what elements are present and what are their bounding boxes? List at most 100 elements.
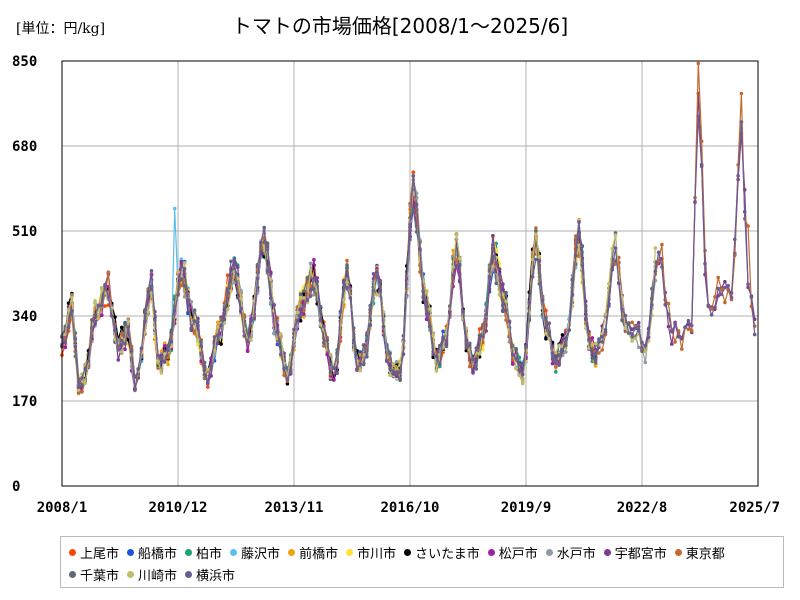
- data-point: [162, 360, 167, 364]
- data-point: [269, 296, 273, 301]
- legend-label: 東京都: [685, 547, 725, 562]
- legend-marker-icon: [288, 549, 296, 556]
- data-point: [434, 354, 439, 359]
- data-point: [670, 329, 674, 334]
- data-point: [282, 366, 286, 371]
- data-point: [487, 274, 492, 279]
- data-point: [501, 308, 505, 313]
- data-point: [438, 343, 442, 348]
- data-point: [418, 270, 422, 274]
- legend-item: 柏市: [185, 543, 222, 563]
- data-point: [693, 200, 697, 205]
- data-point: [564, 350, 568, 354]
- data-point: [345, 258, 349, 263]
- data-point: [746, 282, 750, 287]
- data-point: [298, 292, 303, 297]
- data-point: [189, 299, 194, 304]
- data-point: [100, 303, 104, 308]
- legend-marker-icon: [230, 549, 238, 556]
- data-point: [109, 314, 114, 318]
- data-point: [438, 362, 442, 366]
- legend-label: 柏市: [196, 547, 223, 562]
- data-point: [348, 296, 353, 300]
- data-point: [587, 337, 591, 342]
- legend-label: さいたま市: [415, 547, 480, 562]
- legend-item: 市川市: [346, 543, 396, 563]
- data-point: [80, 390, 84, 394]
- x-tick-label: 2013/11: [264, 500, 323, 516]
- legend-label: 川崎市: [138, 568, 178, 584]
- data-point: [680, 347, 684, 351]
- data-point: [322, 340, 326, 345]
- legend-item: 水戸市: [545, 543, 596, 563]
- legend-item: 横浜市: [185, 564, 235, 584]
- data-point: [448, 310, 452, 315]
- data-point: [550, 361, 555, 366]
- data-point: [381, 324, 386, 329]
- data-point: [666, 312, 671, 317]
- legend-marker-icon: [185, 570, 193, 578]
- data-point: [232, 280, 237, 285]
- data-point: [451, 248, 455, 253]
- data-point: [318, 323, 323, 327]
- data-point: [308, 261, 313, 266]
- data-point: [368, 323, 373, 328]
- data-point: [623, 326, 628, 331]
- legend-marker-icon: [404, 549, 412, 556]
- data-point: [308, 268, 313, 272]
- data-point: [80, 383, 84, 387]
- legend-item: 千葉市: [69, 564, 119, 584]
- data-point: [537, 254, 542, 259]
- data-point: [689, 328, 694, 333]
- data-point: [660, 265, 664, 269]
- data-point: [63, 340, 68, 345]
- data-point: [159, 371, 164, 375]
- data-point: [494, 260, 499, 265]
- data-point: [182, 294, 187, 299]
- data-point: [583, 317, 588, 322]
- legend-marker-icon: [545, 549, 553, 556]
- data-point: [593, 360, 598, 365]
- y-tick-label: 170: [12, 394, 37, 410]
- legend-marker-icon: [346, 549, 354, 556]
- y-tick-label: 680: [12, 139, 37, 155]
- data-point: [325, 338, 329, 343]
- data-point: [235, 265, 240, 270]
- data-point: [723, 285, 727, 290]
- data-point: [90, 318, 94, 322]
- data-point: [676, 335, 681, 339]
- data-point: [93, 313, 97, 317]
- data-point: [520, 372, 525, 377]
- data-point: [617, 281, 621, 286]
- data-point: [166, 362, 170, 367]
- data-point: [643, 360, 648, 365]
- data-point: [610, 267, 614, 272]
- data-point: [514, 366, 518, 371]
- plot-frame: [61, 60, 759, 487]
- data-point: [216, 320, 220, 325]
- data-point: [656, 250, 661, 255]
- line-chart: 0 170 340 510 680 850 2008/1 2010/12 2013/11 201…: [12, 54, 780, 516]
- data-point: [179, 260, 184, 264]
- data-point: [172, 206, 177, 211]
- legend-item: 上尾市: [69, 543, 119, 563]
- data-point: [497, 272, 502, 277]
- data-point: [123, 347, 127, 352]
- data-point: [252, 316, 256, 321]
- x-tick-label: 2019/9: [501, 500, 552, 516]
- data-point: [285, 382, 290, 386]
- data-point: [295, 310, 300, 315]
- data-point: [517, 368, 522, 372]
- data-point: [80, 376, 84, 380]
- data-point: [103, 304, 107, 308]
- data-point: [719, 287, 724, 292]
- data-point: [166, 348, 170, 353]
- data-point: [345, 280, 349, 285]
- data-point: [341, 298, 346, 302]
- data-point: [414, 230, 419, 234]
- data-point: [729, 295, 734, 300]
- legend-marker-icon: [69, 549, 76, 556]
- data-point: [474, 367, 479, 371]
- data-point: [474, 346, 479, 351]
- series-line: [61, 116, 756, 391]
